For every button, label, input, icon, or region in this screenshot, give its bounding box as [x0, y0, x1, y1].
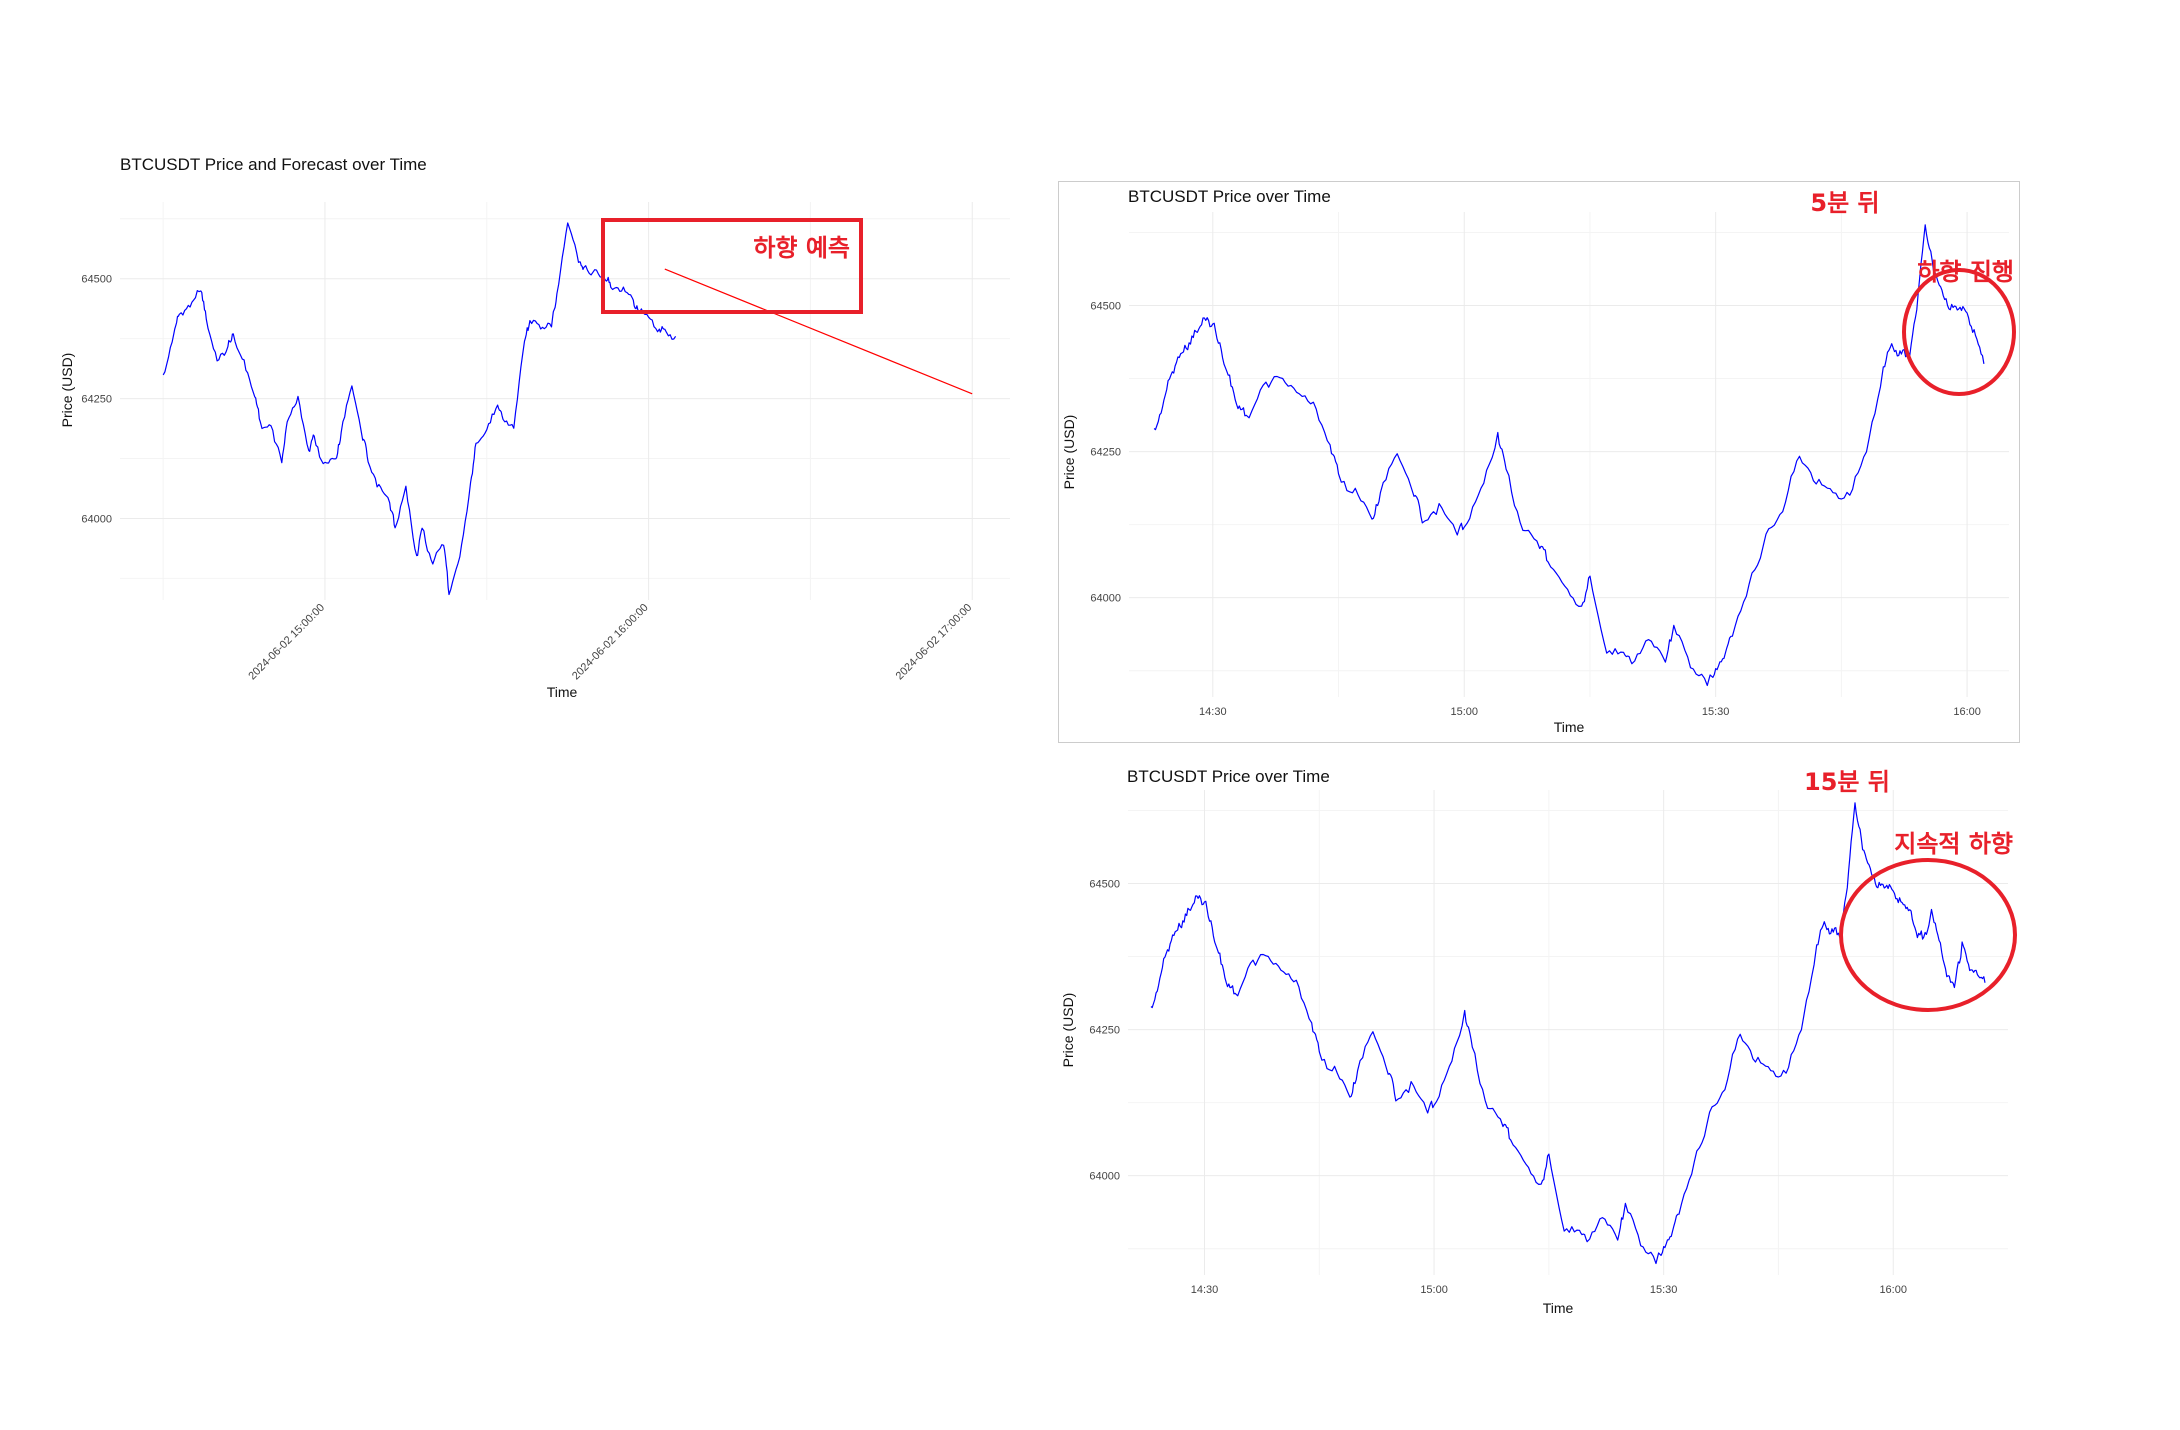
y-axis-title: Price (USD): [1061, 415, 1077, 490]
y-tick-label: 64250: [1089, 1025, 1120, 1037]
x-tick-label: 16:00: [1953, 706, 1981, 718]
forecast-chart-panel: BTCUSDT Price and Forecast over Time 640…: [50, 140, 1020, 720]
x-axis-title: Time: [547, 684, 578, 700]
decline-circle: [1902, 268, 2016, 396]
after-15min-chart: BTCUSDT Price over Time 640006425064500 …: [1060, 767, 2017, 1316]
x-tick-label: 14:30: [1191, 1284, 1219, 1296]
y-tick-label: 64250: [1090, 447, 1121, 459]
x-tick-label: 2024-06-02 17:00:00: [894, 602, 975, 683]
series-line-1: [664, 268, 973, 395]
after-5min-chart-panel: BTCUSDT Price over Time 64000 64250 64500 …: [1058, 181, 2020, 743]
chart-title: BTCUSDT Price over Time: [1127, 767, 1330, 786]
y-axis-ticks: 64000 64250 64500: [81, 274, 112, 526]
grid: [120, 202, 1010, 600]
x-tick-label: 2024-06-02 15:00:00: [246, 602, 327, 683]
x-axis-title: Time: [1554, 719, 1585, 735]
x-tick-label: 15:30: [1650, 1284, 1678, 1296]
series-line-0: [1150, 802, 1986, 1265]
forecast-annotation: 하향 예측: [753, 234, 850, 262]
x-tick-label: 15:00: [1420, 1284, 1448, 1296]
x-axis-ticks: 2024-06-02 15:00:00 2024-06-02 16:00:00 20…: [246, 602, 974, 683]
y-tick-label: 64500: [1089, 878, 1120, 890]
series-line-0: [1153, 224, 1985, 687]
y-axis-title: Price (USD): [59, 353, 75, 428]
x-tick-label: 16:00: [1879, 1284, 1907, 1296]
x-tick-label: 15:30: [1702, 706, 1730, 718]
series-layer: [1150, 802, 1986, 1265]
decline-annotation: 지속적 하향: [1894, 830, 2013, 858]
x-axis-ticks: 14:30 15:00 15:30 16:00: [1191, 1284, 1907, 1296]
chart-title: BTCUSDT Price and Forecast over Time: [120, 155, 427, 174]
series-layer: [1153, 224, 1985, 687]
series-line-0: [162, 222, 677, 596]
y-tick-label: 64500: [81, 274, 112, 286]
time-label-annotation: 5분 뒤: [1810, 189, 1879, 217]
y-tick-label: 64250: [81, 394, 112, 406]
x-axis-ticks: 14:30 15:00 15:30 16:00: [1199, 706, 1981, 718]
y-axis-ticks: 64000 64250 64500: [1089, 878, 1120, 1182]
forecast-highlight-box: [601, 218, 863, 314]
x-tick-label: 15:00: [1450, 706, 1478, 718]
decline-annotation: 하향 진행: [1917, 258, 2014, 286]
x-tick-label: 14:30: [1199, 706, 1227, 718]
after-15min-chart-panel: BTCUSDT Price over Time 64000 64250 64500 …: [1058, 760, 2018, 1320]
grid: [1129, 212, 2009, 697]
after-5min-chart: BTCUSDT Price over Time 640006425064500 …: [1061, 187, 2016, 735]
y-tick-label: 64000: [81, 513, 112, 525]
y-tick-label: 64000: [1090, 593, 1121, 605]
y-axis-ticks: 64000 64250 64500: [1090, 300, 1121, 604]
chart-title: BTCUSDT Price over Time: [1128, 187, 1331, 206]
y-tick-label: 64500: [1090, 300, 1121, 312]
y-axis-title: Price (USD): [1060, 993, 1076, 1068]
time-label-annotation: 15분 뒤: [1804, 768, 1890, 796]
grid: [1128, 790, 2008, 1275]
decline-circle: [1839, 858, 2017, 1012]
forecast-chart: BTCUSDT Price and Forecast over Time 640…: [59, 155, 1010, 700]
y-tick-label: 64000: [1089, 1171, 1120, 1183]
series-layer: [162, 222, 973, 596]
x-axis-title: Time: [1543, 1300, 1574, 1316]
x-tick-label: 2024-06-02 16:00:00: [570, 602, 651, 683]
